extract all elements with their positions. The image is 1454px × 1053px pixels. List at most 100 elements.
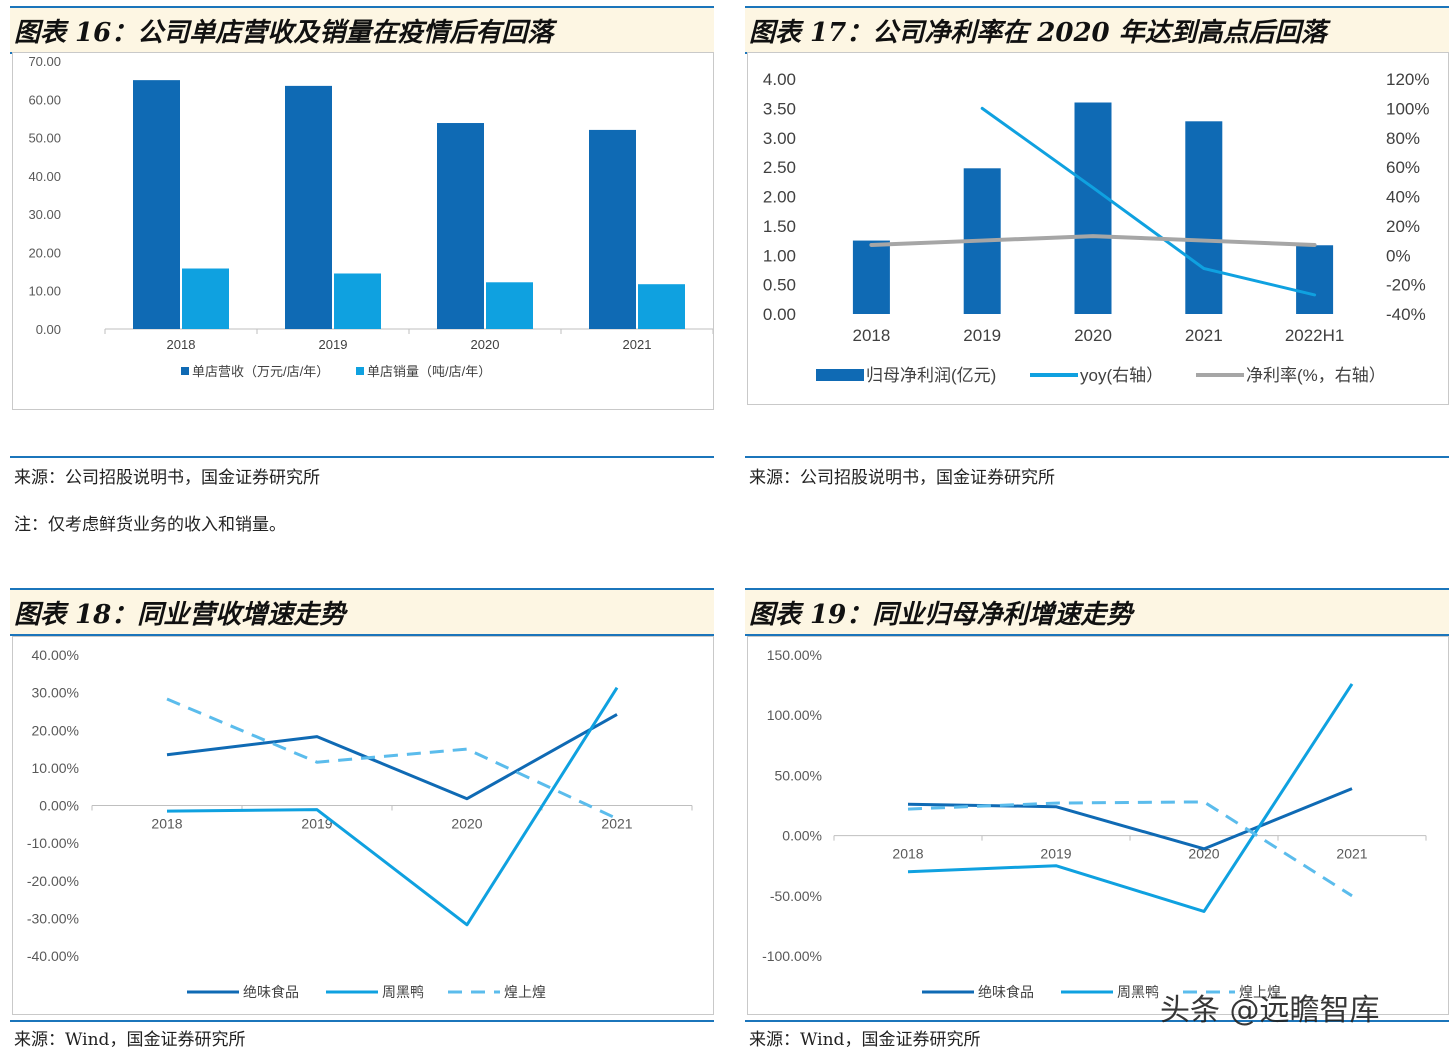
y-tick-label: 3.00 <box>763 129 796 148</box>
chart16-title: 图表 16：公司单店营收及销量在疫情后有回落 <box>14 18 554 48</box>
x-tick-label: 2021 <box>623 337 652 352</box>
x-tick-label: 2019 <box>963 326 1001 345</box>
y-tick-label: 70.00 <box>28 54 61 69</box>
y2-tick-label: 20% <box>1386 217 1420 236</box>
y-tick-label: 30.00 <box>28 207 61 222</box>
bar-volume-2020 <box>486 282 533 329</box>
line-huangshanghuang <box>907 800 1353 898</box>
chart16-title-bar: 图表 16：公司单店营收及销量在疫情后有回落 <box>10 6 714 54</box>
bar-revenue-2019 <box>285 85 332 329</box>
chart19-source-rule <box>745 1020 1449 1022</box>
chart17-box: 0.00 0.50 1.00 1.50 2.00 2.50 3.00 3.50 4.00 -40%… <box>747 52 1449 405</box>
x-tick-label: 2021 <box>1185 326 1223 345</box>
y-tick-label: 40.00 <box>28 169 61 184</box>
legend-label: 周黑鸭 <box>1117 984 1159 1000</box>
y-tick-label: 40.00% <box>32 647 79 663</box>
x-tick-label: 2019 <box>319 337 348 352</box>
chart18-source-rule <box>10 1020 714 1022</box>
chart19-title: 图表 19：同业归母净利增速走势 <box>749 600 1133 630</box>
chart18-svg: -40.00% -30.00% -20.00% -10.00% 0.00% 10.00% 2… <box>27 647 693 1000</box>
line-zhouheiya <box>907 683 1354 913</box>
watermark-text: 头条 @远瞻智库 <box>1160 993 1380 1028</box>
legend-label: 煌上煌 <box>1239 984 1281 1000</box>
y-tick-label: -50.00% <box>770 888 822 904</box>
y2-tick-label: 40% <box>1386 188 1420 207</box>
x-tick-label: 2018 <box>892 846 923 862</box>
chart16-box: 0.00 10.00 20.00 30.00 40.00 50.00 60.00 70.00 2… <box>12 52 714 410</box>
y-tick-label: 0.50 <box>763 276 796 295</box>
x-tick-label: 2020 <box>1188 846 1219 862</box>
bar-volume-2018 <box>182 268 229 329</box>
chart17-title-bar: 图表 17：公司净利率在 2020 年达到高点后回落 <box>745 6 1449 54</box>
bar-revenue-2020 <box>437 123 484 329</box>
chart17-svg: 0.00 0.50 1.00 1.50 2.00 2.50 3.00 3.50 4.00 -40%… <box>763 70 1430 385</box>
line-zhouheiya <box>166 686 619 927</box>
chart17-source: 来源：公司招股说明书，国金证券研究所 <box>749 468 1055 488</box>
legend-swatch <box>181 367 189 375</box>
y-tick-label: 60.00 <box>28 92 61 107</box>
legend-label: 煌上煌 <box>504 984 546 1000</box>
legend-label: 单店销量（吨/店/年） <box>367 364 491 379</box>
x-tick-label: 2019 <box>1040 846 1071 862</box>
legend-label: 归母净利润(亿元) <box>866 366 996 385</box>
line-yoy <box>980 106 1317 297</box>
x-tick-label: 2018 <box>852 326 890 345</box>
y2-tick-label: -40% <box>1386 305 1426 324</box>
chart19-box: -100.00% -50.00% 0.00% 50.00% 100.00% 150.00%… <box>747 636 1449 1015</box>
x-tick-label: 2021 <box>1336 846 1367 862</box>
line-juewei <box>166 713 618 801</box>
bar-volume-2019 <box>334 273 381 329</box>
bar-net-profit-2018 <box>852 240 890 314</box>
y-tick-label: 0.00% <box>39 798 79 814</box>
chart16-svg: 0.00 10.00 20.00 30.00 40.00 50.00 60.00 70.00 2… <box>28 54 713 379</box>
y-tick-label: 2.00 <box>763 188 796 207</box>
x-tick-label: 2020 <box>451 816 482 832</box>
y-tick-label: 10.00 <box>28 284 61 299</box>
y2-tick-label: 120% <box>1386 70 1429 89</box>
chart18-source: 来源：Wind，国金证券研究所 <box>14 1030 246 1050</box>
y2-tick-label: 80% <box>1386 129 1420 148</box>
chart16-note: 注：仅考虑鲜货业务的收入和销量。 <box>14 515 286 535</box>
y-tick-label: 0.00 <box>763 305 796 324</box>
bar-volume-2021 <box>638 284 685 329</box>
x-tick-label: 2020 <box>1074 326 1112 345</box>
y2-tick-label: -20% <box>1386 276 1426 295</box>
line-net-margin <box>869 234 1317 247</box>
y-tick-label: 50.00% <box>775 767 822 783</box>
y-tick-label: 30.00% <box>32 685 79 701</box>
x-tick-label: 2019 <box>301 816 332 832</box>
chart17-source-rule <box>745 456 1449 458</box>
y-tick-label: -30.00% <box>27 910 79 926</box>
y-tick-label: 2.50 <box>763 158 796 177</box>
chart16-source: 来源：公司招股说明书，国金证券研究所 <box>14 468 320 488</box>
y2-tick-label: 60% <box>1386 158 1420 177</box>
chart16-source-rule <box>10 456 714 458</box>
chart19-svg: -100.00% -50.00% 0.00% 50.00% 100.00% 150.00%… <box>762 647 1427 1000</box>
y2-tick-label: 100% <box>1386 99 1429 118</box>
y-tick-label: -100.00% <box>762 948 822 964</box>
x-tick-label: 2018 <box>167 337 196 352</box>
y-tick-label: 150.00% <box>767 647 822 663</box>
chart17-title: 图表 17：公司净利率在 2020 年达到高点后回落 <box>749 18 1327 48</box>
bar-revenue-2021 <box>589 129 636 329</box>
chart18-title: 图表 18：同业营收增速走势 <box>14 600 346 630</box>
y-tick-label: 4.00 <box>763 70 796 89</box>
y-tick-label: 20.00 <box>28 245 61 260</box>
bar-net-profit-2022H1 <box>1296 245 1334 314</box>
y-tick-label: 100.00% <box>767 707 822 723</box>
y-tick-label: 1.00 <box>763 246 796 265</box>
legend-label: 周黑鸭 <box>382 984 424 1000</box>
y-tick-label: 20.00% <box>32 722 79 738</box>
x-tick-label: 2020 <box>471 337 500 352</box>
y-tick-label: 1.50 <box>763 217 796 236</box>
y-tick-label: 0.00% <box>782 828 822 844</box>
chart19-title-bar: 图表 19：同业归母净利增速走势 <box>745 588 1449 636</box>
legend-swatch <box>816 369 864 381</box>
legend-label: yoy(右轴） <box>1080 366 1163 385</box>
y-tick-label: 50.00 <box>28 131 61 146</box>
y-tick-label: 10.00% <box>32 760 79 776</box>
legend-label: 绝味食品 <box>243 984 299 1000</box>
chart19-source: 来源：Wind，国金证券研究所 <box>749 1030 981 1050</box>
chart18-box: -40.00% -30.00% -20.00% -10.00% 0.00% 10.00% 2… <box>12 636 714 1015</box>
y-tick-label: 0.00 <box>36 322 61 337</box>
